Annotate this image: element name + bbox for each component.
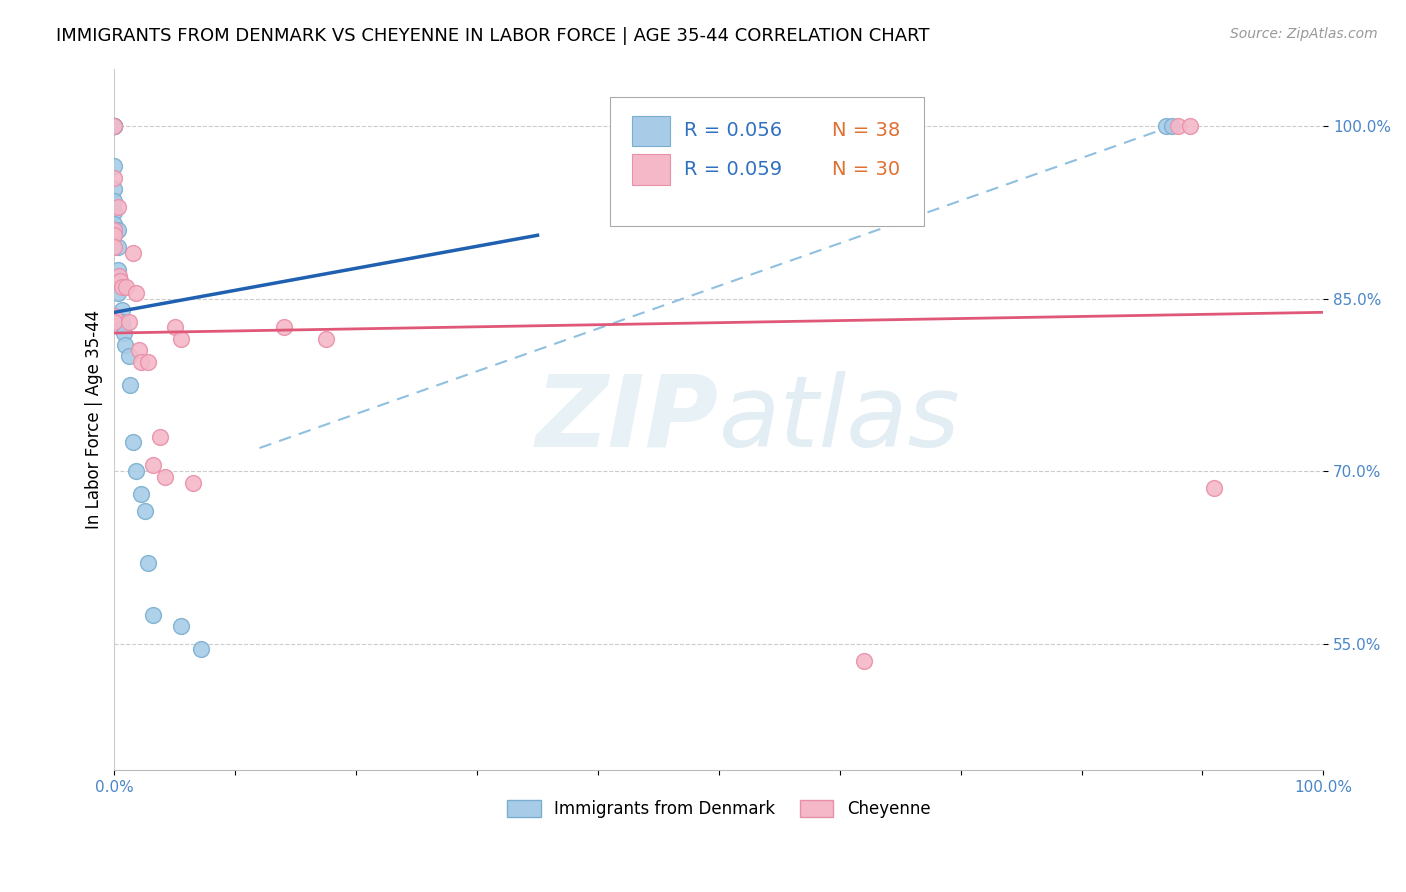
Point <box>103 314 125 328</box>
Point <box>107 262 129 277</box>
Text: R = 0.056: R = 0.056 <box>683 121 782 140</box>
Point <box>111 280 134 294</box>
Point <box>129 355 152 369</box>
Point <box>103 119 125 133</box>
Point <box>103 309 125 323</box>
Point <box>125 285 148 300</box>
Point <box>111 303 134 318</box>
Point <box>107 285 129 300</box>
Point <box>121 245 143 260</box>
Point <box>103 170 125 185</box>
Point <box>315 332 337 346</box>
Point <box>103 217 125 231</box>
Point <box>1180 119 1202 133</box>
Text: Source: ZipAtlas.com: Source: ZipAtlas.com <box>1230 27 1378 41</box>
Point <box>181 475 204 490</box>
Point <box>136 355 159 369</box>
Point <box>142 607 165 622</box>
Point <box>103 240 125 254</box>
Point <box>103 222 125 236</box>
Point <box>1161 119 1184 133</box>
Point <box>121 435 143 450</box>
FancyBboxPatch shape <box>610 96 924 227</box>
Point <box>125 464 148 478</box>
Point <box>103 222 125 236</box>
Text: N = 38: N = 38 <box>832 121 901 140</box>
Point <box>852 654 875 668</box>
Point <box>107 274 129 288</box>
Point <box>1154 119 1177 133</box>
Point <box>103 182 125 196</box>
Point <box>103 119 125 133</box>
Point <box>103 194 125 208</box>
Point <box>103 205 125 219</box>
Point <box>163 320 186 334</box>
Point <box>103 228 125 243</box>
Point <box>1204 481 1226 495</box>
Point <box>170 619 193 633</box>
Text: N = 30: N = 30 <box>832 160 901 179</box>
Point <box>1167 119 1189 133</box>
Point <box>129 487 152 501</box>
FancyBboxPatch shape <box>631 154 671 185</box>
Point <box>103 119 125 133</box>
Point <box>118 314 141 328</box>
Point <box>149 429 172 443</box>
Text: R = 0.059: R = 0.059 <box>683 160 782 179</box>
Point <box>118 349 141 363</box>
Point <box>107 222 129 236</box>
Text: IMMIGRANTS FROM DENMARK VS CHEYENNE IN LABOR FORCE | AGE 35-44 CORRELATION CHART: IMMIGRANTS FROM DENMARK VS CHEYENNE IN L… <box>56 27 929 45</box>
Point <box>110 274 132 288</box>
Point <box>136 556 159 570</box>
Point <box>134 504 156 518</box>
Point <box>114 337 136 351</box>
Text: ZIP: ZIP <box>536 371 718 467</box>
Point <box>110 274 132 288</box>
Point <box>103 119 125 133</box>
Legend: Immigrants from Denmark, Cheyenne: Immigrants from Denmark, Cheyenne <box>501 793 936 825</box>
Point <box>128 343 150 358</box>
Point <box>120 377 142 392</box>
Point <box>107 240 129 254</box>
Point <box>107 200 129 214</box>
Point <box>103 228 125 243</box>
Point <box>273 320 295 334</box>
Point <box>103 119 125 133</box>
Point <box>103 222 125 236</box>
Point <box>111 314 134 328</box>
Point <box>103 119 125 133</box>
Point <box>103 159 125 173</box>
Point <box>103 222 125 236</box>
Point <box>103 119 125 133</box>
Point <box>190 642 212 657</box>
Point <box>170 332 193 346</box>
Y-axis label: In Labor Force | Age 35-44: In Labor Force | Age 35-44 <box>86 310 103 529</box>
Point <box>142 458 165 473</box>
FancyBboxPatch shape <box>631 116 671 146</box>
Point <box>108 268 131 283</box>
Point <box>112 326 135 340</box>
Point <box>103 119 125 133</box>
Text: atlas: atlas <box>718 371 960 467</box>
Point <box>153 469 176 483</box>
Point <box>115 280 138 294</box>
